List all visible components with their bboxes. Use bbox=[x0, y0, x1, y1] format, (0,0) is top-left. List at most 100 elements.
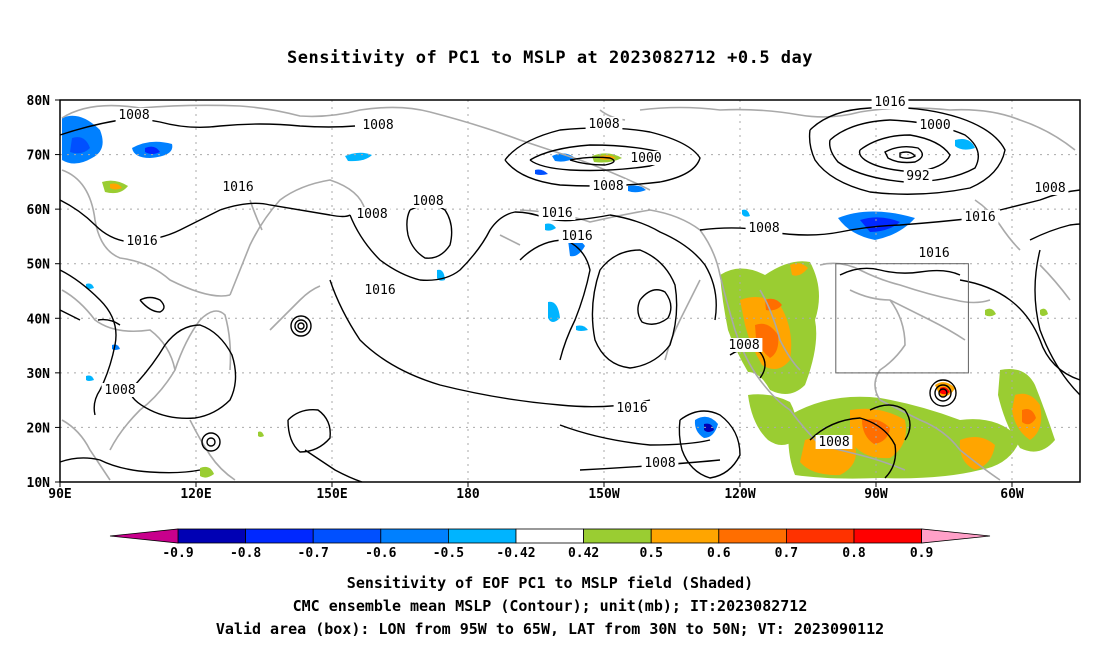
contour-label: 1008 bbox=[592, 179, 623, 194]
lon-tick-label: 90W bbox=[864, 487, 888, 502]
colorbar-label: 0.9 bbox=[910, 546, 933, 561]
contour-label: 1016 bbox=[364, 283, 395, 298]
contour-label-bg bbox=[815, 435, 853, 449]
contour-label: 1016 bbox=[616, 401, 647, 416]
contour-label-bg bbox=[101, 383, 139, 397]
contour-label: 1016 bbox=[964, 210, 995, 225]
contour-label-bg bbox=[589, 179, 627, 193]
lon-tick-label: 150E bbox=[316, 487, 347, 502]
colorbar-swatch bbox=[650, 528, 720, 544]
colorbar-label: 0.8 bbox=[842, 546, 866, 561]
contour-label: 1000 bbox=[919, 118, 950, 133]
map-panel bbox=[59, 99, 1081, 483]
lat-tick-label: 20N bbox=[27, 421, 51, 436]
contour-label-bg bbox=[641, 456, 679, 470]
contour-label: 1016 bbox=[222, 180, 253, 195]
colorbar-high-end bbox=[921, 528, 991, 544]
contour-label-bg bbox=[361, 283, 399, 297]
colorbar-swatch bbox=[583, 528, 652, 544]
contour-label: 1008 bbox=[412, 194, 443, 209]
lat-tick-label: 40N bbox=[27, 312, 51, 327]
lon-tick-label: 60W bbox=[1000, 487, 1024, 502]
colorbar-label: 0.7 bbox=[775, 546, 798, 561]
colorbar-swatch bbox=[177, 528, 246, 544]
contour-label-bg bbox=[745, 221, 783, 235]
colorbar-swatch bbox=[786, 528, 855, 544]
contour-label-bg bbox=[903, 169, 933, 183]
contour-label: 1016 bbox=[561, 229, 592, 244]
contour-label-bg bbox=[725, 338, 763, 352]
colorbar-low-end bbox=[109, 528, 179, 544]
contour-label-bg bbox=[353, 207, 391, 221]
contour-label-bg bbox=[558, 229, 596, 243]
graticule bbox=[60, 100, 1080, 482]
contour-label: 1016 bbox=[541, 206, 572, 221]
caption-line-1: Sensitivity of EOF PC1 to MSLP field (Sh… bbox=[346, 574, 754, 592]
colorbar-swatch bbox=[380, 528, 449, 544]
caption-line-3: Valid area (box): LON from 95W to 65W, L… bbox=[215, 620, 885, 638]
contour-label-bg bbox=[915, 246, 953, 260]
lon-tick-label: 180 bbox=[456, 487, 480, 502]
colorbar-label: -0.5 bbox=[433, 546, 464, 561]
contour-label: 1008 bbox=[748, 221, 779, 236]
contour-label: 1008 bbox=[356, 207, 387, 222]
colorbar-label: -0.6 bbox=[365, 546, 396, 561]
valid-area-box bbox=[835, 263, 969, 374]
contour-label: 1008 bbox=[588, 117, 619, 132]
contour-label-bg bbox=[409, 194, 447, 208]
colorbar-label: -0.9 bbox=[162, 546, 193, 561]
contour-label-bg bbox=[219, 180, 257, 194]
colorbar-swatch bbox=[515, 528, 584, 544]
colorbar-swatch bbox=[447, 528, 517, 544]
contour-label-bg bbox=[115, 108, 153, 122]
contour-label: 1016 bbox=[918, 246, 949, 261]
contour-labels: 1008 1008 1008 1016 1016 1008 1008 1008 1000 1008… bbox=[101, 95, 1069, 471]
colorbar-label: -0.8 bbox=[230, 546, 261, 561]
map-title: Sensitivity of PC1 to MSLP at 2023082712… bbox=[286, 48, 813, 68]
contour-label-bg bbox=[585, 117, 623, 131]
longitude-axis: 90E 120E 150E 180 150W 120W 90W 60W bbox=[48, 482, 1024, 502]
contour-label-bg bbox=[627, 151, 665, 165]
contour-label-bg bbox=[613, 401, 651, 415]
colorbar-swatch bbox=[718, 528, 787, 544]
contour-label: 1016 bbox=[126, 234, 157, 249]
lat-tick-label: 10N bbox=[27, 476, 51, 491]
colorbar-swatch bbox=[853, 528, 922, 544]
contour-label: 1008 bbox=[728, 338, 759, 353]
lon-tick-label: 150W bbox=[588, 487, 619, 502]
lat-tick-label: 50N bbox=[27, 258, 51, 273]
contour-label-bg bbox=[538, 206, 576, 220]
contour-label-bg bbox=[123, 234, 161, 248]
lat-tick-label: 30N bbox=[27, 367, 51, 382]
lon-tick-label: 120W bbox=[724, 487, 755, 502]
contour-label: 1008 bbox=[818, 435, 849, 450]
colorbar: -0.9 -0.8 -0.7 -0.6 -0.5 -0.42 0.42 0.5 0.6 0.7 0.… bbox=[109, 528, 991, 561]
colorbar-swatch bbox=[312, 528, 382, 544]
lon-tick-label: 90E bbox=[48, 487, 71, 502]
lat-tick-label: 60N bbox=[27, 203, 51, 218]
colorbar-label: 0.6 bbox=[707, 546, 731, 561]
contour-label: 1008 bbox=[362, 118, 393, 133]
contour-label: 1000 bbox=[630, 151, 661, 166]
contour-label-bg bbox=[1031, 181, 1069, 195]
colorbar-label: -0.42 bbox=[496, 546, 535, 561]
contour-label: 992 bbox=[906, 169, 929, 184]
lon-tick-label: 120E bbox=[180, 487, 211, 502]
contour-label: 1008 bbox=[1034, 181, 1065, 196]
lat-tick-label: 70N bbox=[27, 149, 51, 164]
colorbar-label: 0.5 bbox=[639, 546, 662, 561]
colorbar-label: 0.42 bbox=[568, 546, 599, 561]
contour-label-bg bbox=[961, 210, 999, 224]
coastlines bbox=[61, 104, 1076, 481]
contour-label-bg bbox=[359, 118, 397, 132]
latitude-axis: 80N 70N 60N 50N 40N 30N 20N 10N bbox=[27, 94, 60, 491]
contour-label: 1016 bbox=[874, 95, 905, 110]
caption-line-2: CMC ensemble mean MSLP (Contour); unit(m… bbox=[292, 597, 808, 615]
contour-label-bg bbox=[871, 95, 909, 109]
contour-label: 1008 bbox=[644, 456, 675, 471]
contour-label: 1008 bbox=[104, 383, 135, 398]
colorbar-swatch bbox=[245, 528, 314, 544]
contour-label-bg bbox=[916, 118, 954, 132]
lat-tick-label: 80N bbox=[27, 94, 51, 109]
